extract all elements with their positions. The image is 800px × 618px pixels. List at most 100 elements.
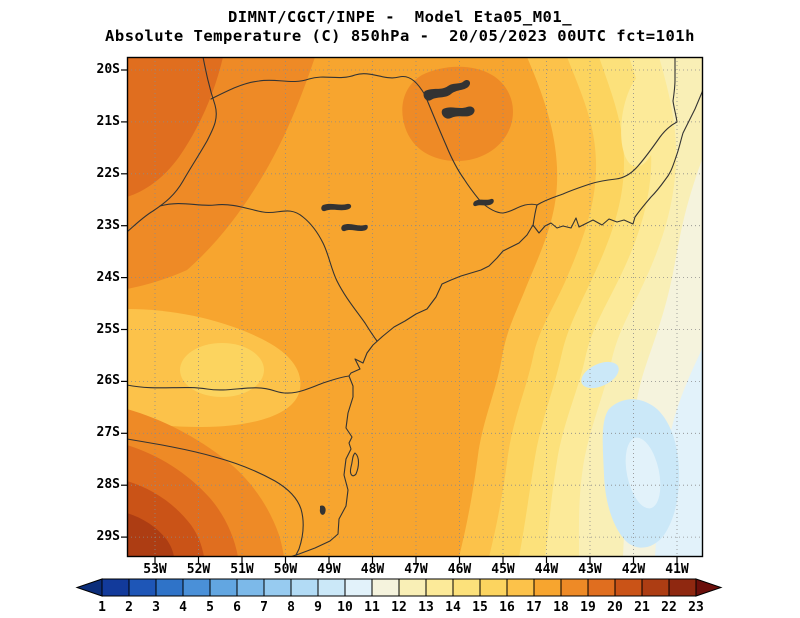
contour-fills bbox=[127, 57, 703, 557]
fill-southwest-21-22 bbox=[127, 513, 174, 557]
coastal-lagoon bbox=[319, 505, 326, 515]
colorbar-tick-label: 12 bbox=[391, 600, 407, 615]
y-tick-label: 27S bbox=[96, 425, 120, 441]
colorbar-segment bbox=[344, 578, 373, 597]
x-tick-label: 46W bbox=[447, 562, 472, 577]
colorbar-segment bbox=[614, 578, 643, 597]
colorbar-tick-label: 16 bbox=[499, 600, 515, 615]
border-sp-mg bbox=[210, 73, 538, 214]
y-tick-label: 29S bbox=[96, 529, 120, 545]
colorbar-tick-label: 5 bbox=[206, 600, 214, 615]
x-tick-label: 51W bbox=[230, 562, 254, 577]
map-frame bbox=[126, 56, 704, 558]
y-tick-label: 24S bbox=[96, 269, 120, 285]
colorbar: 1 2 3 4 5 6 7 8 9 10 11 12 13 14 15 16 17 18 19 20 21 22 23 bbox=[75, 578, 723, 615]
colorbar-segment bbox=[533, 578, 562, 597]
map-plot bbox=[121, 56, 704, 563]
colorbar-tick-label: 1 bbox=[98, 600, 106, 615]
x-tick-label: 41W bbox=[665, 562, 689, 577]
colorbar-tick-label: 7 bbox=[260, 600, 268, 615]
colorbar-tick-label: 4 bbox=[179, 600, 187, 615]
colorbar-tick-label: 19 bbox=[580, 600, 596, 615]
colorbar-segment bbox=[155, 578, 184, 597]
x-tick-label: 43W bbox=[578, 562, 602, 577]
colorbar-segment bbox=[371, 578, 400, 597]
colorbar-tick-label: 8 bbox=[287, 600, 295, 615]
colorbar-tick-label: 9 bbox=[314, 600, 322, 615]
colorbar-tick-label: 6 bbox=[233, 600, 241, 615]
lake-squiggle bbox=[441, 106, 475, 119]
border-parana-river bbox=[127, 57, 217, 233]
lake-squiggle bbox=[321, 203, 352, 212]
island-outline bbox=[349, 452, 360, 477]
grid-lines bbox=[127, 57, 703, 557]
y-tick-label: 20S bbox=[96, 62, 120, 77]
geo-boundaries bbox=[127, 57, 703, 557]
fill-cold-pocket-center-10-11 bbox=[625, 437, 661, 509]
x-tick-label: 44W bbox=[534, 562, 559, 577]
colorbar-tick-label: 10 bbox=[337, 600, 353, 615]
border-sc-rs bbox=[127, 438, 304, 556]
colorbar-segment bbox=[182, 578, 211, 597]
colorbar-tick-label: 23 bbox=[688, 600, 704, 615]
colorbar-segment bbox=[452, 578, 481, 597]
colorbar-tick-label: 13 bbox=[418, 600, 434, 615]
colorbar-segment bbox=[128, 578, 157, 597]
x-tick-label: 47W bbox=[404, 562, 428, 577]
fill-cold-pocket-small-9-10 bbox=[581, 361, 619, 389]
colorbar-tick-label: 3 bbox=[152, 600, 160, 615]
y-tick-label: 21S bbox=[96, 113, 120, 129]
colorbar-tick-label: 15 bbox=[472, 600, 488, 615]
colorbar-segment bbox=[641, 578, 670, 597]
chart-title-line1: DIMNT/CGCT/INPE - Model Eta05_M01_ bbox=[227, 8, 573, 26]
lake-squiggle bbox=[341, 224, 368, 232]
colorbar-segment bbox=[587, 578, 616, 597]
border-sp-rj bbox=[532, 204, 538, 227]
lake-squiggle bbox=[473, 198, 494, 207]
y-tick-label: 25S bbox=[96, 321, 120, 337]
chart-title-line2: Absolute Temperature (C) 850hPa - 20/05/… bbox=[105, 27, 695, 45]
colorbar-tick-label: 17 bbox=[526, 600, 542, 615]
x-tick-label: 53W bbox=[143, 562, 167, 577]
border-pr-sc bbox=[127, 375, 350, 394]
colorbar-tick-label: 2 bbox=[125, 600, 133, 615]
fill-patch-west-15-16 bbox=[180, 343, 264, 397]
colorbar-tick-label: 14 bbox=[445, 600, 461, 615]
x-tick-label: 48W bbox=[360, 562, 385, 577]
colorbar-segment bbox=[236, 578, 265, 597]
colorbar-segment bbox=[668, 578, 697, 597]
lakes bbox=[319, 79, 494, 515]
coastline bbox=[289, 89, 703, 557]
colorbar-tick-label: 18 bbox=[553, 600, 569, 615]
y-tick-label: 22S bbox=[96, 165, 120, 181]
colorbar-segment bbox=[101, 578, 130, 597]
colorbar-segment bbox=[290, 578, 319, 597]
colorbar-segment bbox=[317, 578, 346, 597]
x-tick-label: 49W bbox=[317, 562, 341, 577]
colorbar-arrow-low bbox=[75, 578, 103, 597]
x-tick-label: 45W bbox=[491, 562, 515, 577]
border-sp-pr bbox=[159, 203, 378, 342]
colorbar-segment bbox=[209, 578, 238, 597]
colorbar-arrow-high bbox=[695, 578, 723, 597]
colorbar-tick-label: 20 bbox=[607, 600, 623, 615]
fill-patch-13-14-northeast bbox=[621, 71, 663, 167]
colorbar-tick-label: 22 bbox=[661, 600, 677, 615]
colorbar-segment bbox=[506, 578, 535, 597]
fill-northwest-19-20 bbox=[127, 57, 223, 197]
border-mg-rj-es bbox=[536, 57, 678, 206]
colorbar-segment bbox=[398, 578, 427, 597]
colorbar-segment bbox=[425, 578, 454, 597]
x-tick-label: 50W bbox=[273, 562, 298, 577]
x-tick-label: 52W bbox=[186, 562, 211, 577]
colorbar-segment bbox=[479, 578, 508, 597]
colorbar-segment bbox=[263, 578, 292, 597]
y-tick-label: 28S bbox=[96, 477, 120, 493]
colorbar-tick-label: 21 bbox=[634, 600, 650, 615]
y-tick-label: 26S bbox=[96, 373, 120, 389]
y-tick-label: 23S bbox=[96, 217, 120, 233]
colorbar-segment bbox=[560, 578, 589, 597]
axis-ticks bbox=[121, 69, 678, 563]
lake-squiggle bbox=[423, 79, 471, 101]
